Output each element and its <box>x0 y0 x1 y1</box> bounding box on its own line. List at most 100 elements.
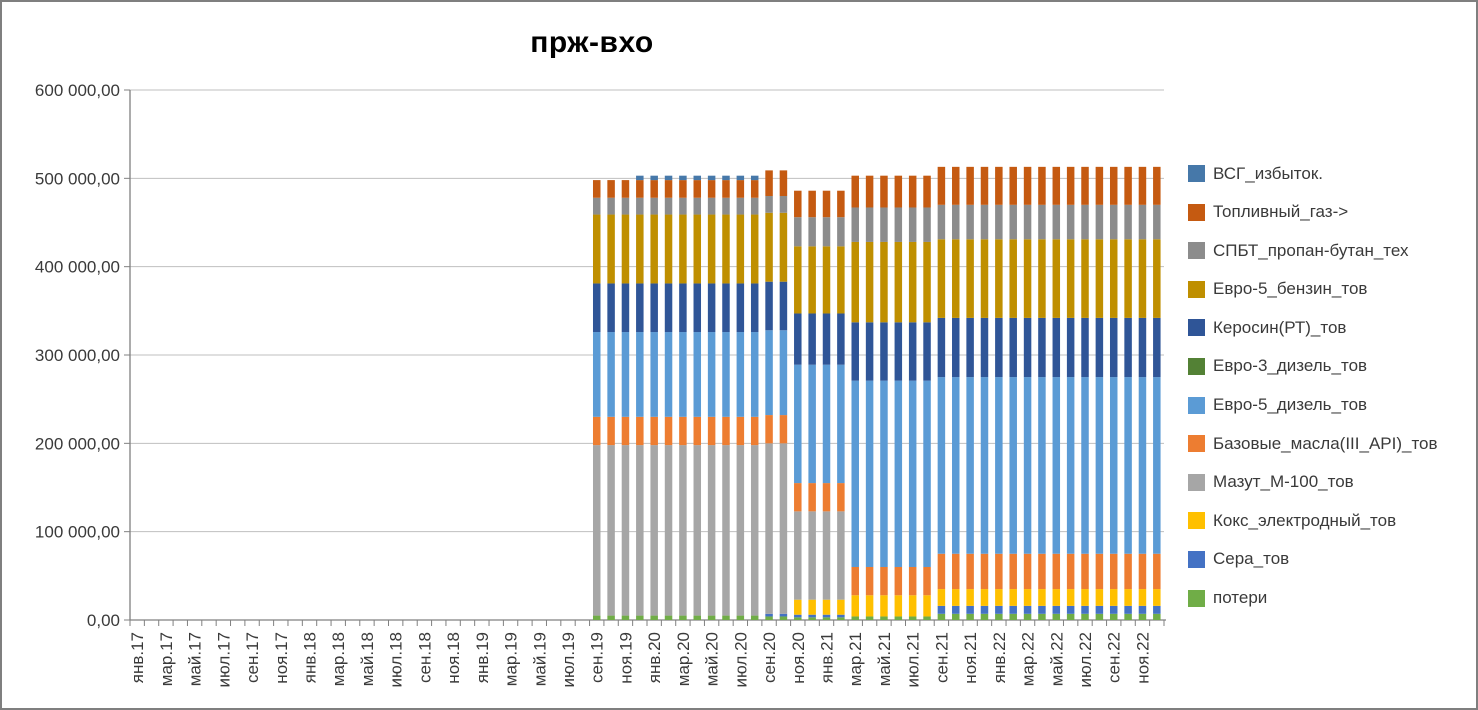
bar-segment[interactable] <box>808 511 816 600</box>
bar-segment[interactable] <box>650 445 658 616</box>
bar-segment[interactable] <box>966 377 974 554</box>
bar-segment[interactable] <box>621 615 630 620</box>
bar-segment[interactable] <box>722 180 730 198</box>
bar-segment[interactable] <box>808 483 816 512</box>
bar-segment[interactable] <box>995 613 1003 620</box>
bar-segment[interactable] <box>808 190 816 218</box>
bar-segment[interactable] <box>837 313 845 365</box>
bar-segment[interactable] <box>693 332 702 417</box>
bar-segment[interactable] <box>865 567 874 596</box>
bar-segment[interactable] <box>1052 239 1061 318</box>
bar-segment[interactable] <box>621 332 630 417</box>
legend-item[interactable]: ВСГ_избыток. <box>1188 164 1438 183</box>
bar-segment[interactable] <box>1052 317 1061 378</box>
bar-segment[interactable] <box>1009 239 1017 318</box>
bar-segment[interactable] <box>923 207 931 242</box>
bar-segment[interactable] <box>707 214 716 284</box>
bar-segment[interactable] <box>779 613 788 617</box>
legend-item[interactable]: Керосин(РТ)_тов <box>1188 318 1438 337</box>
bar-segment[interactable] <box>808 217 816 247</box>
bar-segment[interactable] <box>808 599 816 615</box>
bar-segment[interactable] <box>1109 553 1118 590</box>
bar-segment[interactable] <box>1081 204 1089 240</box>
bar-segment[interactable] <box>679 214 687 284</box>
bar-segment[interactable] <box>636 332 644 417</box>
bar-segment[interactable] <box>1153 204 1161 240</box>
bar-segment[interactable] <box>937 377 946 554</box>
bar-segment[interactable] <box>980 239 989 318</box>
bar-segment[interactable] <box>779 196 788 213</box>
bar-segment[interactable] <box>679 416 687 446</box>
bar-segment[interactable] <box>592 283 601 333</box>
bar-segment[interactable] <box>679 615 687 620</box>
bar-segment[interactable] <box>592 416 601 446</box>
bar-segment[interactable] <box>937 553 946 590</box>
bar-segment[interactable] <box>621 197 630 215</box>
bar-segment[interactable] <box>851 567 859 596</box>
bar-segment[interactable] <box>822 599 831 615</box>
bar-segment[interactable] <box>952 605 960 614</box>
bar-segment[interactable] <box>894 322 903 381</box>
bar-segment[interactable] <box>636 283 644 333</box>
bar-segment[interactable] <box>592 180 601 198</box>
bar-segment[interactable] <box>1095 589 1104 606</box>
bar-segment[interactable] <box>1138 239 1147 318</box>
bar-segment[interactable] <box>1066 377 1075 554</box>
bar-segment[interactable] <box>707 180 716 198</box>
bar-segment[interactable] <box>736 416 745 446</box>
bar-segment[interactable] <box>966 204 974 240</box>
bar-segment[interactable] <box>621 445 630 616</box>
bar-segment[interactable] <box>736 180 745 198</box>
bar-segment[interactable] <box>923 380 931 567</box>
bar-segment[interactable] <box>679 180 687 198</box>
bar-segment[interactable] <box>1066 239 1075 318</box>
bar-segment[interactable] <box>779 330 788 416</box>
bar-segment[interactable] <box>1124 204 1132 240</box>
bar-segment[interactable] <box>736 175 745 181</box>
bar-segment[interactable] <box>1109 317 1118 378</box>
bar-segment[interactable] <box>1109 605 1118 614</box>
bar-segment[interactable] <box>980 605 989 614</box>
bar-segment[interactable] <box>851 616 859 620</box>
bar-segment[interactable] <box>894 616 903 620</box>
bar-segment[interactable] <box>865 241 874 323</box>
bar-segment[interactable] <box>650 197 658 215</box>
bar-segment[interactable] <box>1138 166 1147 205</box>
bar-segment[interactable] <box>995 166 1003 205</box>
bar-segment[interactable] <box>1009 553 1017 590</box>
bar-segment[interactable] <box>736 214 745 284</box>
bar-segment[interactable] <box>607 332 615 417</box>
bar-segment[interactable] <box>894 567 903 596</box>
bar-segment[interactable] <box>707 615 716 620</box>
bar-segment[interactable] <box>980 589 989 606</box>
bar-segment[interactable] <box>1138 553 1147 590</box>
bar-segment[interactable] <box>779 443 788 614</box>
bar-segment[interactable] <box>880 322 888 381</box>
bar-segment[interactable] <box>880 380 888 567</box>
bar-segment[interactable] <box>765 443 773 614</box>
bar-segment[interactable] <box>1009 613 1017 620</box>
bar-segment[interactable] <box>693 175 702 181</box>
bar-segment[interactable] <box>1153 166 1161 205</box>
bar-segment[interactable] <box>894 380 903 567</box>
bar-segment[interactable] <box>937 317 946 378</box>
bar-segment[interactable] <box>736 445 745 616</box>
bar-segment[interactable] <box>865 616 874 620</box>
bar-segment[interactable] <box>664 615 673 620</box>
legend-item[interactable]: потери <box>1188 588 1438 607</box>
bar-segment[interactable] <box>707 175 716 181</box>
bar-segment[interactable] <box>1009 317 1017 378</box>
bar-segment[interactable] <box>736 283 745 333</box>
bar-segment[interactable] <box>707 445 716 616</box>
bar-segment[interactable] <box>794 313 802 365</box>
bar-segment[interactable] <box>908 175 917 208</box>
bar-segment[interactable] <box>908 241 917 323</box>
bar-segment[interactable] <box>621 416 630 446</box>
bar-segment[interactable] <box>765 613 773 617</box>
bar-segment[interactable] <box>952 317 960 378</box>
bar-segment[interactable] <box>1023 377 1032 554</box>
bar-segment[interactable] <box>1124 166 1132 205</box>
bar-segment[interactable] <box>693 180 702 198</box>
bar-segment[interactable] <box>837 217 845 247</box>
bar-segment[interactable] <box>1153 553 1161 590</box>
